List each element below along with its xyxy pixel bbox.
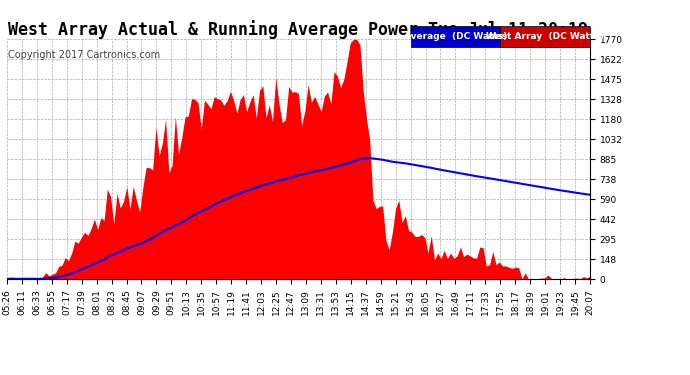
Text: Average  (DC Watts): Average (DC Watts) xyxy=(404,32,507,41)
Text: West Array  (DC Watts): West Array (DC Watts) xyxy=(486,32,604,41)
Title: West Array Actual & Running Average Power Tue Jul 11 20:19: West Array Actual & Running Average Powe… xyxy=(8,20,589,39)
Text: Copyright 2017 Cartronics.com: Copyright 2017 Cartronics.com xyxy=(8,50,160,60)
